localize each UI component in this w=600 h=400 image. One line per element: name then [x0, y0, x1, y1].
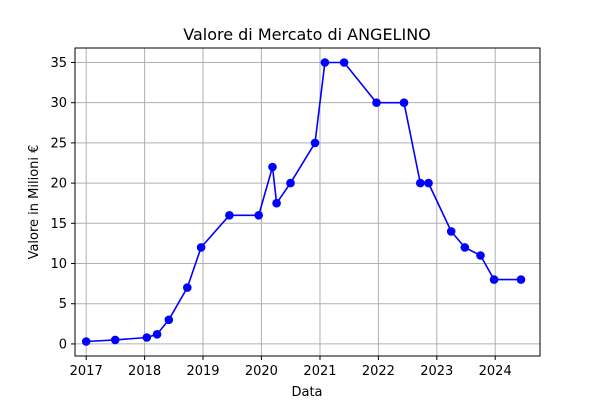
data-point	[183, 283, 192, 292]
data-point	[489, 275, 499, 284]
data-point	[516, 275, 526, 284]
data-point	[196, 243, 206, 252]
y-tick-label: 20	[50, 177, 67, 192]
data-point	[416, 178, 425, 188]
data-point	[164, 315, 174, 325]
y-tick-label: 5	[59, 297, 67, 312]
data-point	[110, 335, 120, 345]
plot-frame	[74, 47, 541, 357]
x-axis-label: Data	[291, 385, 322, 400]
data-point	[286, 178, 295, 188]
data-point	[268, 162, 277, 172]
x-tick-label: 2024	[479, 364, 512, 379]
y-tick-label: 35	[50, 56, 67, 71]
data-point	[142, 333, 152, 342]
data-point	[399, 98, 409, 107]
data-point	[372, 98, 381, 107]
y-tick-label: 15	[50, 217, 67, 232]
data-point	[254, 211, 263, 220]
data-point	[152, 330, 162, 339]
data-point	[225, 211, 234, 220]
x-tick-label: 2019	[186, 364, 219, 379]
x-tick-label: 2018	[128, 364, 161, 379]
axes-ticks: 2017 2018 2019 2020 2021 2022 2023 2024 0 5 10 15 20…	[50, 56, 511, 379]
grid	[75, 48, 540, 356]
data-point	[476, 251, 485, 260]
data-point	[81, 337, 91, 346]
y-tick-label: 30	[50, 96, 67, 111]
chart-title: Valore di Mercato di ANGELINO	[183, 25, 431, 44]
x-tick-label: 2021	[303, 364, 336, 379]
y-tick-label: 25	[50, 136, 67, 151]
data-point	[424, 178, 433, 188]
y-tick-label: 10	[50, 257, 67, 272]
y-axis-label: Valore in Milioni €	[27, 145, 42, 260]
data-point	[320, 58, 330, 67]
x-tick-label: 2020	[245, 364, 278, 379]
data-point	[310, 138, 320, 148]
x-tick-label: 2022	[362, 364, 395, 379]
x-tick-label: 2023	[420, 364, 453, 379]
data-point	[272, 198, 281, 208]
data-point	[339, 58, 349, 67]
plot-area	[81, 58, 526, 346]
data-point	[460, 243, 470, 252]
x-tick-label: 2017	[70, 364, 103, 379]
y-tick-label: 0	[59, 337, 67, 352]
data-point	[446, 227, 456, 236]
